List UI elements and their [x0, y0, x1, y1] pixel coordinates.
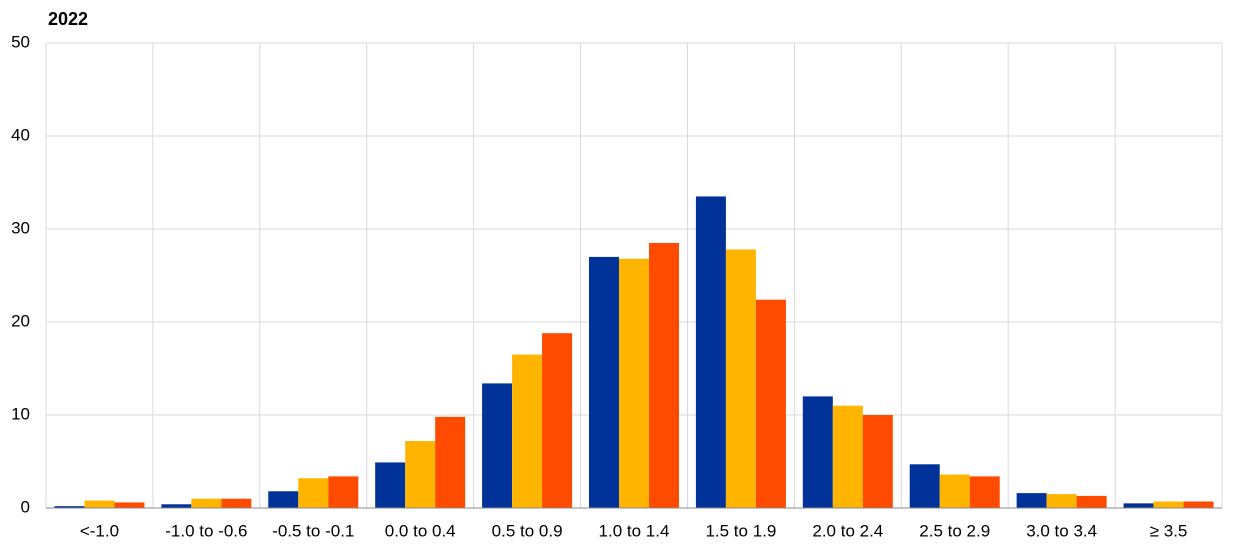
bar	[939, 474, 970, 508]
bar	[1153, 501, 1184, 508]
bar	[512, 354, 543, 508]
x-tick-label: 1.5 to 1.9	[705, 521, 776, 540]
bar	[802, 396, 833, 508]
bar	[405, 441, 436, 508]
bar	[54, 506, 85, 508]
bar	[161, 504, 192, 508]
bar	[1123, 503, 1154, 508]
x-tick-label: ≥ 3.5	[1150, 521, 1188, 540]
bar	[1076, 495, 1107, 508]
x-tick-label: -1.0 to -0.6	[165, 521, 247, 540]
bar	[755, 299, 786, 508]
x-tick-label: <-1.0	[80, 521, 119, 540]
bar	[114, 502, 145, 508]
y-tick-label: 20	[11, 311, 30, 330]
y-tick-label: 0	[21, 497, 30, 516]
bar	[695, 196, 726, 508]
x-tick-label: 0.5 to 0.9	[492, 521, 563, 540]
x-tick-label: 2.0 to 2.4	[812, 521, 883, 540]
y-tick-label: 10	[11, 404, 30, 423]
x-tick-label: -0.5 to -0.1	[272, 521, 354, 540]
x-tick-label: 0.0 to 0.4	[385, 521, 456, 540]
x-tick-label: 1.0 to 1.4	[599, 521, 670, 540]
x-tick-label: 2.5 to 2.9	[919, 521, 990, 540]
bar	[862, 415, 893, 508]
y-tick-label: 50	[11, 32, 30, 51]
y-tick-label: 40	[11, 125, 30, 144]
bar	[1046, 494, 1077, 508]
bar	[1183, 501, 1214, 508]
bar	[542, 333, 573, 508]
bar	[832, 405, 863, 508]
bar	[725, 249, 756, 508]
bar	[191, 498, 222, 508]
bar	[909, 464, 940, 508]
chart-title: 2022	[48, 9, 88, 29]
bar	[1016, 493, 1047, 508]
bar	[221, 498, 252, 508]
bar	[268, 491, 299, 508]
bar	[969, 476, 1000, 508]
x-tick-label: 3.0 to 3.4	[1026, 521, 1097, 540]
bar	[619, 258, 649, 508]
bar	[482, 383, 513, 508]
bar	[435, 416, 466, 508]
bar	[375, 462, 406, 508]
bar	[84, 500, 115, 508]
bar	[649, 242, 679, 508]
bar	[328, 476, 359, 508]
bar	[298, 478, 329, 508]
y-tick-label: 30	[11, 218, 30, 237]
bar	[589, 256, 619, 508]
